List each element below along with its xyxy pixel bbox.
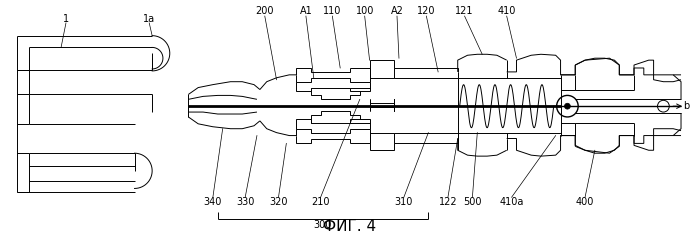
Text: 1: 1 [63, 14, 69, 24]
Text: 210: 210 [311, 197, 330, 207]
Text: b: b [684, 101, 690, 111]
Circle shape [565, 103, 570, 109]
Text: 100: 100 [356, 6, 374, 16]
Text: 300: 300 [313, 220, 332, 230]
Text: 320: 320 [269, 197, 288, 207]
Text: 410: 410 [498, 6, 516, 16]
Text: 120: 120 [417, 6, 435, 16]
Text: 410a: 410a [499, 197, 524, 207]
Text: 110: 110 [323, 6, 342, 16]
Text: 121: 121 [455, 6, 474, 16]
Text: A2: A2 [391, 6, 403, 16]
Text: 122: 122 [438, 197, 457, 207]
Text: 400: 400 [576, 197, 594, 207]
Text: ФИГ. 4: ФИГ. 4 [324, 219, 377, 234]
Text: 200: 200 [256, 6, 274, 16]
Text: A1: A1 [300, 6, 312, 16]
Text: 310: 310 [395, 197, 413, 207]
Text: 340: 340 [203, 197, 222, 207]
Circle shape [556, 96, 578, 117]
Text: 1a: 1a [143, 14, 155, 24]
Circle shape [658, 100, 669, 112]
Text: 500: 500 [463, 197, 482, 207]
Text: 330: 330 [236, 197, 254, 207]
